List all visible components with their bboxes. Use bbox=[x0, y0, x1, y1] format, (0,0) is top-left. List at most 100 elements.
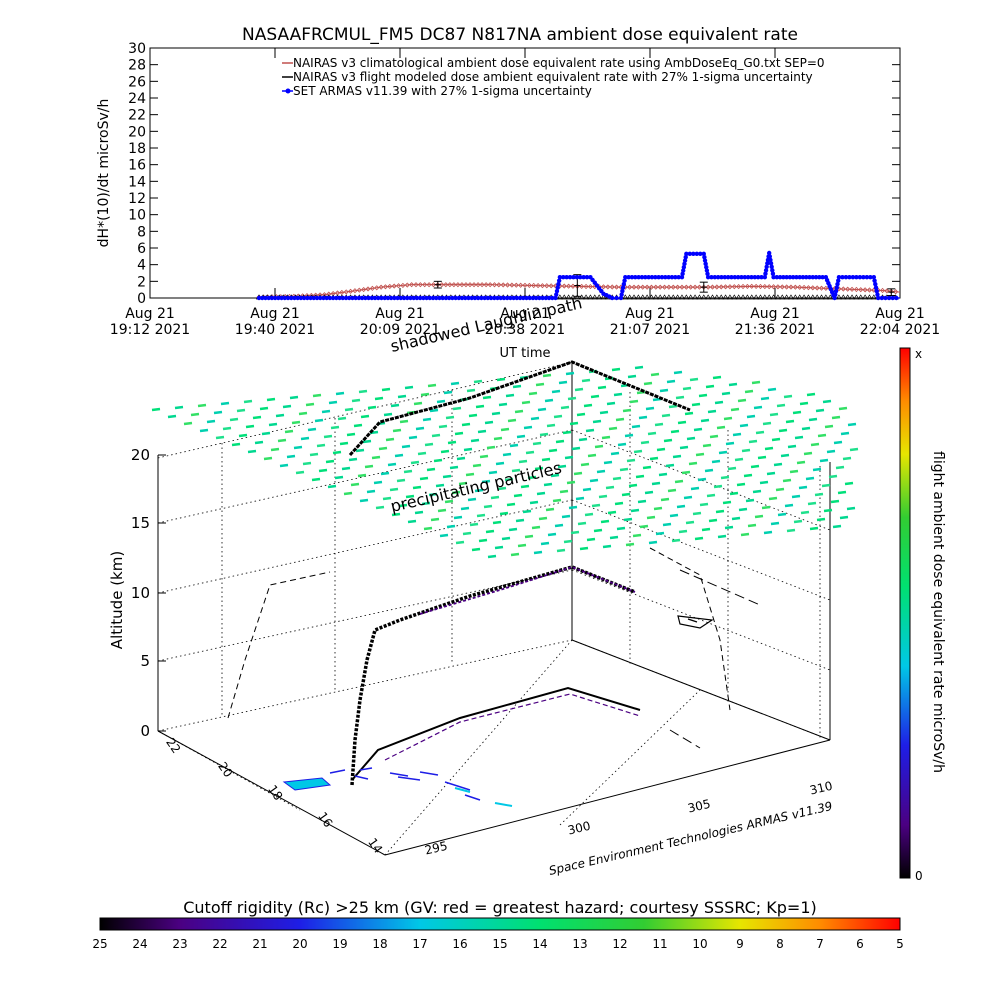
particle-mark bbox=[456, 456, 466, 461]
series-marker bbox=[427, 295, 433, 301]
x-tick-date: Aug 21 bbox=[500, 306, 550, 322]
particle-mark bbox=[675, 395, 685, 400]
series-marker bbox=[649, 274, 655, 280]
z-tick-label: 5 bbox=[140, 652, 150, 670]
series-marker bbox=[633, 274, 638, 280]
particle-mark bbox=[462, 531, 472, 536]
particle-mark bbox=[420, 392, 430, 397]
particle-mark bbox=[705, 384, 715, 389]
particle-mark bbox=[660, 497, 670, 502]
particle-mark bbox=[720, 475, 730, 480]
series-marker bbox=[719, 274, 724, 280]
particle-mark bbox=[611, 367, 621, 372]
series-marker bbox=[670, 294, 677, 300]
particle-mark bbox=[686, 436, 696, 441]
particle-mark bbox=[412, 485, 422, 490]
particle-mark bbox=[839, 515, 849, 520]
particle-mark bbox=[545, 507, 555, 512]
particle-mark bbox=[594, 444, 604, 449]
particle-mark bbox=[824, 424, 834, 429]
particle-mark bbox=[502, 452, 512, 457]
series-marker bbox=[766, 250, 772, 256]
series-marker bbox=[395, 283, 402, 289]
series-marker bbox=[363, 295, 368, 301]
particle-mark bbox=[739, 423, 749, 428]
particle-mark bbox=[542, 373, 552, 378]
particle-mark bbox=[493, 436, 503, 441]
series-marker bbox=[800, 274, 806, 280]
series-marker bbox=[853, 294, 860, 300]
x-tick-date: Aug 21 bbox=[875, 306, 925, 322]
series-marker bbox=[663, 274, 668, 280]
particle-mark bbox=[483, 504, 493, 509]
series-marker bbox=[622, 278, 627, 283]
series-marker bbox=[398, 295, 404, 301]
series-marker bbox=[578, 274, 583, 280]
particle-mark bbox=[770, 521, 780, 526]
chart-title: NASAAFRCMUL_FM5 DC87 N817NA ambient dose… bbox=[242, 25, 798, 45]
dose-colorbar-top-label: x bbox=[915, 347, 922, 361]
series-marker bbox=[767, 254, 773, 259]
particle-mark bbox=[547, 532, 557, 537]
x-tick-date: Aug 21 bbox=[125, 306, 175, 322]
series-marker bbox=[626, 294, 633, 300]
particle-mark bbox=[679, 445, 689, 450]
particle-mark bbox=[752, 489, 762, 494]
y-tick-label: 30 bbox=[128, 41, 146, 57]
particle-mark bbox=[482, 395, 492, 400]
particle-mark bbox=[286, 454, 296, 459]
series-marker bbox=[629, 274, 635, 280]
rigidity-tick-label: 17 bbox=[412, 937, 427, 951]
particle-mark bbox=[551, 389, 561, 394]
particle-mark bbox=[469, 522, 479, 527]
series-marker bbox=[691, 294, 699, 300]
particle-mark bbox=[401, 444, 411, 449]
series-marker bbox=[591, 294, 598, 300]
particle-mark bbox=[635, 474, 645, 479]
particle-mark bbox=[718, 450, 728, 455]
particle-mark bbox=[348, 457, 358, 462]
series-marker bbox=[818, 294, 825, 300]
series-marker bbox=[292, 295, 297, 301]
y-tick-label: 24 bbox=[128, 91, 146, 107]
x-tick-time: 19:40 2021 bbox=[235, 322, 315, 338]
particle-mark bbox=[167, 414, 177, 419]
series-marker bbox=[495, 295, 500, 301]
particle-mark bbox=[714, 400, 724, 405]
series-marker bbox=[557, 274, 563, 280]
series-marker bbox=[571, 274, 576, 280]
series-marker bbox=[511, 295, 516, 301]
series-marker bbox=[643, 294, 651, 300]
series-marker bbox=[866, 294, 873, 300]
particle-mark bbox=[417, 451, 427, 456]
particle-mark bbox=[584, 512, 594, 517]
series-marker bbox=[827, 294, 834, 300]
particle-mark bbox=[431, 433, 441, 438]
series-marker bbox=[359, 295, 365, 301]
particle-mark bbox=[740, 532, 750, 537]
particle-mark bbox=[764, 446, 774, 451]
lon-tick-label: 295 bbox=[423, 839, 448, 858]
series-marker bbox=[718, 294, 725, 300]
particle-mark bbox=[206, 419, 216, 424]
particle-mark bbox=[343, 491, 353, 496]
particle-mark bbox=[655, 531, 665, 536]
series-marker bbox=[810, 274, 815, 280]
particle-mark bbox=[830, 499, 840, 504]
particle-mark bbox=[738, 507, 748, 512]
series-marker bbox=[279, 295, 284, 301]
series-marker bbox=[348, 288, 354, 294]
particle-mark bbox=[357, 473, 367, 478]
particle-mark bbox=[385, 437, 395, 442]
series-marker bbox=[530, 295, 536, 301]
particle-mark bbox=[555, 439, 565, 444]
particle-mark bbox=[341, 466, 351, 471]
particle-mark bbox=[404, 385, 414, 390]
series-marker bbox=[694, 251, 700, 257]
series-marker bbox=[832, 295, 837, 301]
series-marker bbox=[472, 295, 478, 301]
series-marker bbox=[391, 283, 397, 289]
particle-mark bbox=[351, 398, 361, 403]
particle-mark bbox=[461, 422, 471, 427]
particle-mark bbox=[381, 387, 391, 392]
